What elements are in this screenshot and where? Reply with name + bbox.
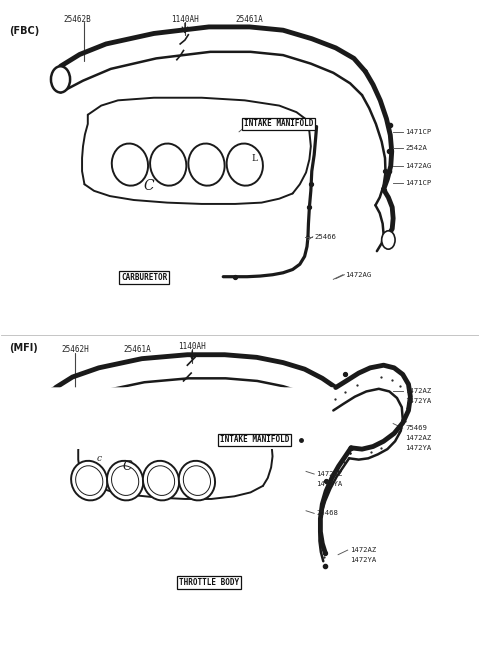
Text: 1472YA: 1472YA — [317, 481, 343, 487]
Ellipse shape — [150, 143, 186, 186]
Text: 1472YA: 1472YA — [405, 397, 432, 403]
Text: INTAKE MANIFOLD: INTAKE MANIFOLD — [220, 436, 289, 444]
Ellipse shape — [71, 461, 108, 501]
Text: C: C — [123, 460, 132, 472]
Text: INTAKE MANIFOLD: INTAKE MANIFOLD — [244, 120, 313, 129]
Text: 1471CP: 1471CP — [405, 180, 432, 186]
Text: CARBURETOR: CARBURETOR — [121, 273, 168, 282]
Text: (FBC): (FBC) — [9, 26, 39, 35]
Ellipse shape — [111, 466, 139, 495]
Text: 1140AH: 1140AH — [178, 342, 206, 351]
Text: THROTTLE BODY: THROTTLE BODY — [179, 578, 239, 587]
Ellipse shape — [227, 143, 263, 186]
Text: 1140AH: 1140AH — [171, 14, 199, 24]
Text: 25461A: 25461A — [123, 345, 151, 354]
Circle shape — [47, 388, 64, 411]
Text: 25466: 25466 — [314, 234, 336, 240]
Text: 1472YA: 1472YA — [350, 557, 376, 563]
Ellipse shape — [107, 461, 143, 501]
Text: 1472AZ: 1472AZ — [350, 547, 376, 553]
Text: 1472AG: 1472AG — [345, 272, 372, 278]
Text: 1472YA: 1472YA — [405, 445, 432, 451]
Circle shape — [51, 66, 70, 93]
Text: 1471CP: 1471CP — [405, 129, 432, 135]
Text: 1472AZ: 1472AZ — [317, 471, 343, 477]
Text: L: L — [252, 154, 257, 162]
Text: 2542A: 2542A — [405, 145, 427, 151]
Ellipse shape — [76, 466, 103, 495]
Text: 1472AZ: 1472AZ — [405, 388, 432, 394]
Ellipse shape — [112, 143, 148, 186]
Text: C: C — [144, 179, 155, 193]
Text: 1472AZ: 1472AZ — [405, 435, 432, 441]
Text: 75469: 75469 — [405, 425, 427, 431]
Text: 25468: 25468 — [317, 510, 338, 516]
Text: 25462H: 25462H — [61, 345, 89, 354]
Ellipse shape — [179, 461, 215, 501]
Text: 25462B: 25462B — [63, 14, 91, 24]
Circle shape — [382, 231, 395, 249]
Text: c: c — [96, 454, 101, 463]
Text: (MFI): (MFI) — [9, 343, 38, 353]
Text: 25461A: 25461A — [236, 14, 264, 24]
Ellipse shape — [183, 466, 211, 495]
Ellipse shape — [143, 461, 179, 501]
Ellipse shape — [188, 143, 225, 186]
Ellipse shape — [147, 466, 175, 495]
Text: 1472AG: 1472AG — [405, 163, 432, 169]
